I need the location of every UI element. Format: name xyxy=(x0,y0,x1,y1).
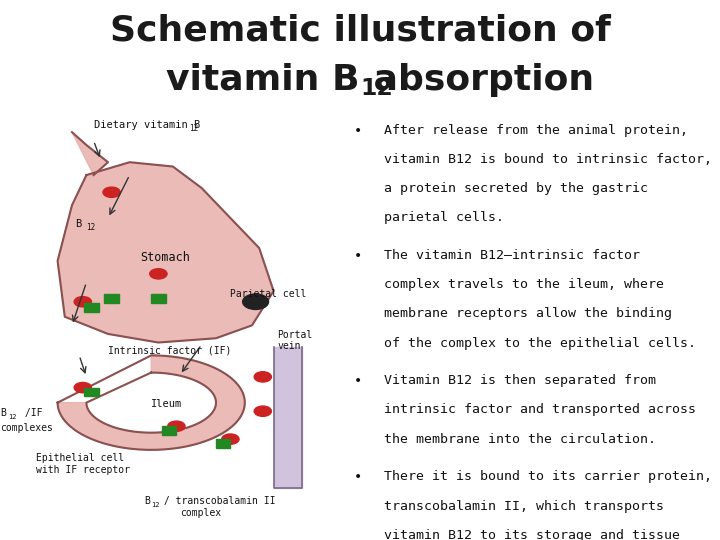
Circle shape xyxy=(150,269,167,279)
Circle shape xyxy=(74,382,91,393)
Text: with IF receptor: with IF receptor xyxy=(36,465,130,475)
Text: Dietary vitamin B: Dietary vitamin B xyxy=(94,120,200,130)
Text: •: • xyxy=(354,470,362,484)
Polygon shape xyxy=(274,347,302,489)
Circle shape xyxy=(243,294,269,309)
Text: vein: vein xyxy=(277,341,301,351)
Circle shape xyxy=(254,372,271,382)
Text: Epithelial cell: Epithelial cell xyxy=(36,453,124,463)
Text: parietal cells.: parietal cells. xyxy=(384,211,504,224)
Text: 12: 12 xyxy=(189,124,199,133)
Text: B: B xyxy=(0,408,6,417)
Text: 12: 12 xyxy=(9,414,17,420)
Text: B: B xyxy=(144,496,150,505)
Bar xyxy=(216,439,230,448)
Text: absorption: absorption xyxy=(361,63,594,97)
Text: of the complex to the epithelial cells.: of the complex to the epithelial cells. xyxy=(384,336,696,349)
Bar xyxy=(162,426,176,435)
Text: 12: 12 xyxy=(151,502,160,508)
Text: complex travels to the ileum, where: complex travels to the ileum, where xyxy=(384,278,664,291)
Polygon shape xyxy=(58,162,274,342)
Text: After release from the animal protein,: After release from the animal protein, xyxy=(384,124,688,137)
Circle shape xyxy=(254,406,271,416)
Text: vitamin B: vitamin B xyxy=(166,63,360,97)
Text: Intrinsic factor (IF): Intrinsic factor (IF) xyxy=(108,345,231,355)
Text: •: • xyxy=(354,249,362,263)
Polygon shape xyxy=(58,355,245,450)
Text: complex: complex xyxy=(180,508,221,518)
Text: Ileum: Ileum xyxy=(151,399,182,409)
Text: membrane receptors allow the binding: membrane receptors allow the binding xyxy=(384,307,672,320)
Text: intrinsic factor and transported across: intrinsic factor and transported across xyxy=(384,403,696,416)
Text: Parietal cell: Parietal cell xyxy=(230,289,307,300)
Text: The vitamin B12–intrinsic factor: The vitamin B12–intrinsic factor xyxy=(384,249,640,262)
Text: •: • xyxy=(354,374,362,388)
Circle shape xyxy=(103,187,120,198)
Text: transcobalamin II, which transports: transcobalamin II, which transports xyxy=(384,500,664,512)
Text: Vitamin B12 is then separated from: Vitamin B12 is then separated from xyxy=(384,374,656,387)
Bar xyxy=(84,303,99,312)
Text: /IF: /IF xyxy=(19,408,43,417)
Text: Portal: Portal xyxy=(277,330,312,340)
Text: 12: 12 xyxy=(360,77,392,100)
Text: Stomach: Stomach xyxy=(140,251,190,264)
Text: •: • xyxy=(354,124,362,138)
Text: B: B xyxy=(76,219,82,228)
Text: There it is bound to its carrier protein,: There it is bound to its carrier protein… xyxy=(384,470,712,483)
Bar xyxy=(151,294,166,303)
Text: 12: 12 xyxy=(86,223,96,232)
Bar xyxy=(84,388,99,396)
Bar xyxy=(104,294,119,303)
Text: / transcobalamin II: / transcobalamin II xyxy=(158,496,276,505)
Text: the membrane into the circulation.: the membrane into the circulation. xyxy=(384,433,656,446)
Text: Schematic illustration of: Schematic illustration of xyxy=(109,14,611,48)
Text: complexes: complexes xyxy=(0,422,53,433)
Text: a protein secreted by the gastric: a protein secreted by the gastric xyxy=(384,182,648,195)
Text: vitamin B12 to its storage and tissue: vitamin B12 to its storage and tissue xyxy=(384,529,680,540)
Circle shape xyxy=(168,421,185,431)
Circle shape xyxy=(222,434,239,444)
Text: vitamin B12 is bound to intrinsic factor,: vitamin B12 is bound to intrinsic factor… xyxy=(384,153,712,166)
Polygon shape xyxy=(72,132,108,175)
Circle shape xyxy=(74,296,91,307)
